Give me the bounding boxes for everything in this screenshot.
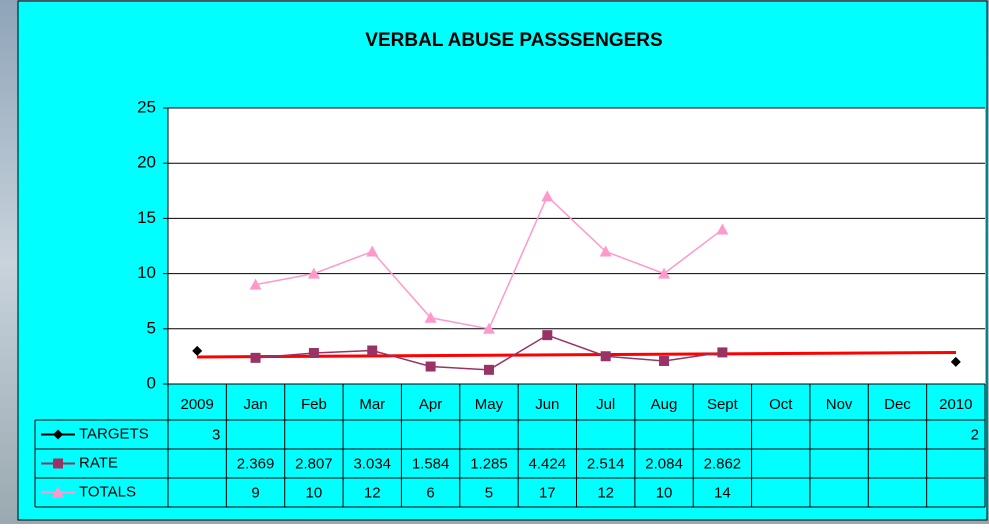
table-value: 12 [364,484,381,501]
y-tick-label: 5 [147,318,156,337]
x-tick-label: Jun [535,396,559,413]
table-value: 14 [714,484,731,501]
table-value: 2.084 [645,455,683,472]
table-value: 2.369 [237,455,275,472]
x-tick-label: May [475,396,504,413]
x-tick-label: Sept [707,396,739,413]
y-tick-label: 15 [137,208,156,227]
table-value: 17 [539,484,556,501]
x-tick-label: Dec [884,396,911,413]
marker [367,346,377,356]
y-tick-label: 20 [137,153,156,172]
marker [659,356,669,366]
table-value: 12 [597,484,614,501]
plot-area [168,108,985,384]
marker [251,353,261,363]
chart: VERBAL ABUSE PASSSENGERS 0510152025 2009… [0,0,989,524]
table-value: 1.584 [412,455,450,472]
y-tick-label: 10 [137,263,156,282]
table-value: 3 [212,426,220,443]
x-tick-label: 2010 [939,396,972,413]
marker [484,365,494,375]
x-tick-label: Jul [596,396,615,413]
table-value: 10 [306,484,323,501]
x-tick-label: Jan [243,396,267,413]
x-tick-label: Aug [651,396,678,413]
legend-label: RATE [79,454,118,471]
marker [542,330,552,340]
marker [601,351,611,361]
x-tick-label: 2009 [180,396,213,413]
x-tick-label: Mar [359,396,385,413]
marker [717,347,727,357]
legend-label: TOTALS [79,483,136,500]
table-value: 10 [656,484,673,501]
table-value: 3.034 [353,455,391,472]
marker [426,362,436,372]
table-value: 2.514 [587,455,625,472]
x-tick-label: Apr [419,396,442,413]
marker [53,459,63,469]
marker [309,348,319,358]
x-tick-label: Oct [769,396,793,413]
table-value: 9 [251,484,259,501]
legend-label: TARGETS [79,425,149,442]
table-value: 5 [485,484,493,501]
table-value: 2 [971,426,979,443]
chart-title: VERBAL ABUSE PASSSENGERS [365,30,662,51]
table-value: 4.424 [529,455,567,472]
table-value: 2.862 [704,455,742,472]
y-tick-label: 25 [137,97,156,116]
x-tick-label: Feb [301,396,327,413]
x-tick-label: Nov [826,396,853,413]
table-value: 2.807 [295,455,333,472]
table-value: 1.285 [470,455,508,472]
y-tick-label: 0 [147,373,156,392]
table-value: 6 [426,484,434,501]
